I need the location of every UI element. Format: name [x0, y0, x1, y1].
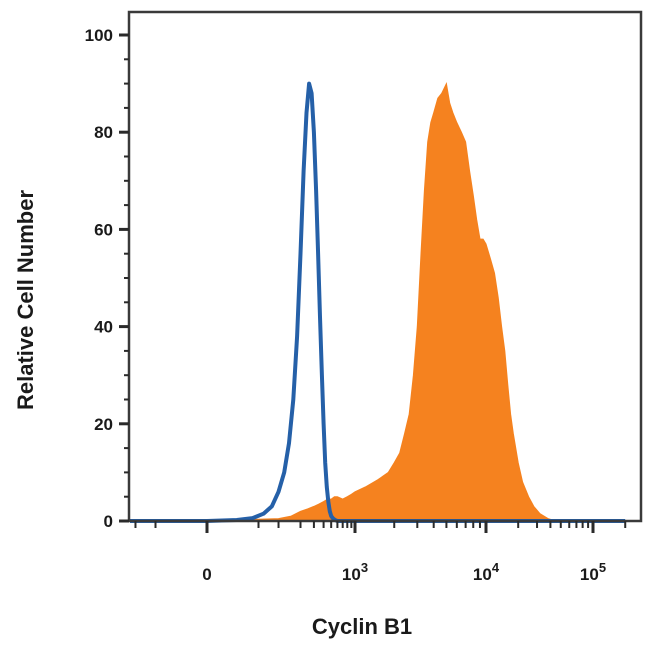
x-tick-label: 104	[473, 560, 500, 584]
series-layer	[130, 81, 626, 523]
y-axis: 0 20 40 60 80 100	[85, 26, 129, 531]
y-tick-label: 20	[94, 415, 113, 434]
y-tick-label: 0	[104, 512, 113, 531]
x-tick-label: 0	[202, 565, 211, 584]
x-axis: 0 103 104 105	[134, 521, 627, 584]
y-tick-label: 80	[94, 123, 113, 142]
y-tick-label: 100	[85, 26, 113, 45]
y-tick-label: 40	[94, 318, 113, 337]
x-tick-label: 105	[580, 560, 606, 584]
series-1-outline-histogram	[130, 81, 626, 523]
plot-frame	[127, 10, 643, 523]
y-axis-title: Relative Cell Number	[13, 190, 38, 411]
x-axis-title: Cyclin B1	[312, 614, 412, 639]
x-tick-label: 103	[342, 560, 368, 584]
series-0-filled-histogram	[130, 81, 626, 522]
y-tick-label: 60	[94, 220, 113, 239]
